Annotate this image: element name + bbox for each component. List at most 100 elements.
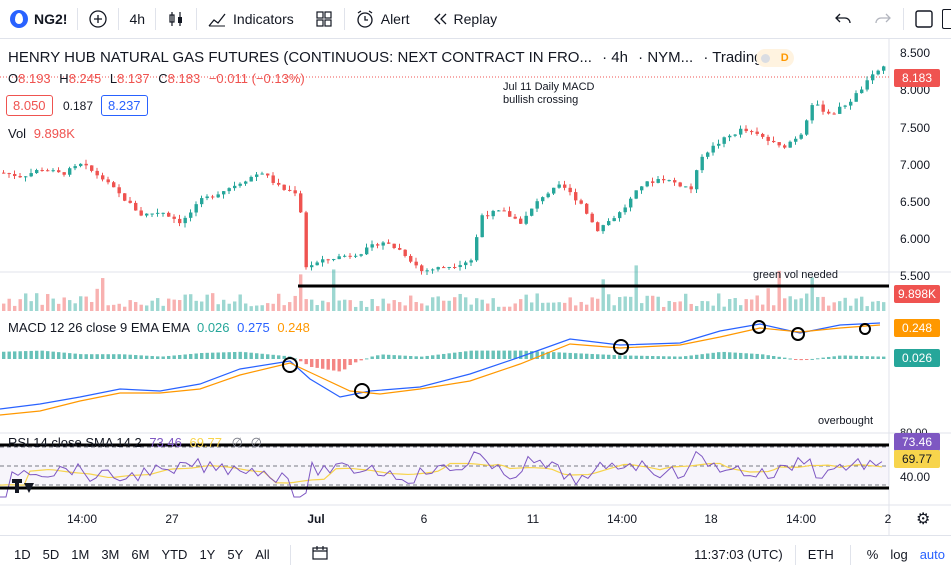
range-all-button[interactable]: All xyxy=(255,547,270,562)
candle-body xyxy=(805,120,809,135)
macd-hist-bar xyxy=(359,359,363,361)
candle-body xyxy=(656,178,660,183)
macd-cross-circle[interactable] xyxy=(613,339,629,355)
interval-button[interactable]: 4h xyxy=(119,0,155,38)
macd-cross-circle[interactable] xyxy=(354,383,370,399)
range-1m-button[interactable]: 1M xyxy=(71,547,90,562)
candle-body xyxy=(733,134,737,136)
candle-body xyxy=(277,182,281,185)
macd-hist-bar xyxy=(227,352,231,359)
volume-value: 9.898K xyxy=(33,126,75,141)
buy-price-button[interactable]: 8.237 xyxy=(101,95,148,116)
percent-scale-button[interactable]: % xyxy=(866,547,879,562)
macd-hist-value: 0.026 xyxy=(196,320,230,335)
date-range-button[interactable] xyxy=(305,545,335,564)
volume-bar xyxy=(541,302,545,311)
candle-body xyxy=(40,170,44,172)
alert-button[interactable]: Alert xyxy=(345,0,420,38)
log-scale-button[interactable]: log xyxy=(890,547,908,562)
fullscreen-button[interactable] xyxy=(904,0,938,38)
time-tick: 27 xyxy=(165,512,179,526)
replay-label: Replay xyxy=(453,11,498,27)
macd-hist-bar xyxy=(733,352,737,359)
macd-hist-bar xyxy=(777,356,781,359)
range-3m-button[interactable]: 3M xyxy=(101,547,120,562)
high-value: 8.245 xyxy=(68,71,102,86)
macd-crossing-note[interactable]: Jul 11 Daily MACD bullish crossing xyxy=(503,81,595,107)
candle-body xyxy=(260,173,264,175)
indicators-icon xyxy=(207,9,227,29)
candle-body xyxy=(117,187,121,194)
volume-bar xyxy=(51,298,55,311)
time-tick: 14:00 xyxy=(606,512,638,526)
macd-hist-bar xyxy=(843,355,847,359)
range-ytd-button[interactable]: YTD xyxy=(161,547,188,562)
macd-cross-circle[interactable] xyxy=(791,327,805,341)
range-1d-button[interactable]: 1D xyxy=(14,547,31,562)
hide-icon[interactable]: ∅ xyxy=(231,435,243,450)
chart-type-button[interactable] xyxy=(156,0,196,38)
volume-bar xyxy=(513,303,517,311)
settings-icon[interactable]: ∅ xyxy=(250,435,262,450)
indicators-button[interactable]: Indicators xyxy=(197,0,304,38)
chart-settings-button[interactable]: ⚙ xyxy=(916,509,930,529)
macd-hist-bar xyxy=(156,356,160,359)
auto-scale-button[interactable]: auto xyxy=(919,547,945,562)
macd-cross-circle[interactable] xyxy=(859,323,871,335)
range-6m-button[interactable]: 6M xyxy=(131,547,150,562)
session-button[interactable]: ETH xyxy=(807,547,834,562)
candle-body xyxy=(794,138,798,142)
macd-hist-bar xyxy=(821,357,825,359)
layout-button[interactable] xyxy=(304,0,344,38)
candle-body xyxy=(73,166,77,169)
green-vol-note[interactable]: green vol needed xyxy=(753,269,839,281)
sell-price-button[interactable]: 8.050 xyxy=(6,95,53,116)
range-5d-button[interactable]: 5D xyxy=(42,547,60,562)
volume-bar xyxy=(288,302,292,311)
candle-body xyxy=(585,203,589,214)
macd-hist-bar xyxy=(794,359,798,360)
macd-hist-bar xyxy=(860,356,864,359)
volume-bar xyxy=(68,300,72,311)
overbought-note[interactable]: overbought xyxy=(818,415,874,427)
macd-cross-circle[interactable] xyxy=(752,320,766,334)
last-price-tag: 8.183 xyxy=(894,69,940,87)
replay-button[interactable]: Replay xyxy=(420,0,508,38)
chart-canvas[interactable] xyxy=(0,39,951,535)
undo-button[interactable] xyxy=(823,0,863,38)
macd-hist-bar xyxy=(117,354,121,359)
macd-cross-circle[interactable] xyxy=(282,357,298,373)
market-status-badge[interactable]: D xyxy=(756,49,794,67)
bottom-toolbar: 1D 5D 1M 3M 6M YTD 1Y 5Y All 11:37:03 (U… xyxy=(0,535,951,573)
volume-bar xyxy=(200,301,204,311)
macd-hist-bar xyxy=(128,354,132,359)
compare-button[interactable] xyxy=(78,0,118,38)
macd-hist-bar xyxy=(403,355,407,359)
candle-body xyxy=(13,174,17,177)
macd-hist-bar xyxy=(629,355,633,359)
macd-signal-value: 0.248 xyxy=(277,320,310,335)
candle-body xyxy=(640,186,644,191)
timezone-button[interactable]: 11:37:03 (UTC) xyxy=(694,547,783,562)
volume-bar xyxy=(35,293,39,311)
candle-body xyxy=(90,165,94,171)
candle-body xyxy=(475,237,479,261)
range-5y-button[interactable]: 5Y xyxy=(227,547,244,562)
macd-hist-bar xyxy=(178,354,182,359)
candle-body xyxy=(194,204,198,213)
redo-button[interactable] xyxy=(863,0,903,38)
candle-body xyxy=(700,156,704,171)
layout-toggle-button[interactable] xyxy=(938,0,951,38)
gear-icon: ⚙ xyxy=(916,511,931,528)
symbol-search-button[interactable]: NG2! xyxy=(0,0,77,38)
volume-bar xyxy=(810,277,814,311)
chart-area[interactable]: HENRY HUB NATURAL GAS FUTURES (CONTINUOU… xyxy=(0,39,951,535)
candle-body xyxy=(651,181,655,183)
spread-value: 0.187 xyxy=(63,99,94,113)
candle-body xyxy=(579,200,583,204)
macd-hist-bar xyxy=(788,358,792,360)
macd-hist-bar xyxy=(315,359,319,368)
range-1y-button[interactable]: 1Y xyxy=(199,547,216,562)
candle-body xyxy=(381,242,385,246)
volume-bar xyxy=(244,303,248,311)
